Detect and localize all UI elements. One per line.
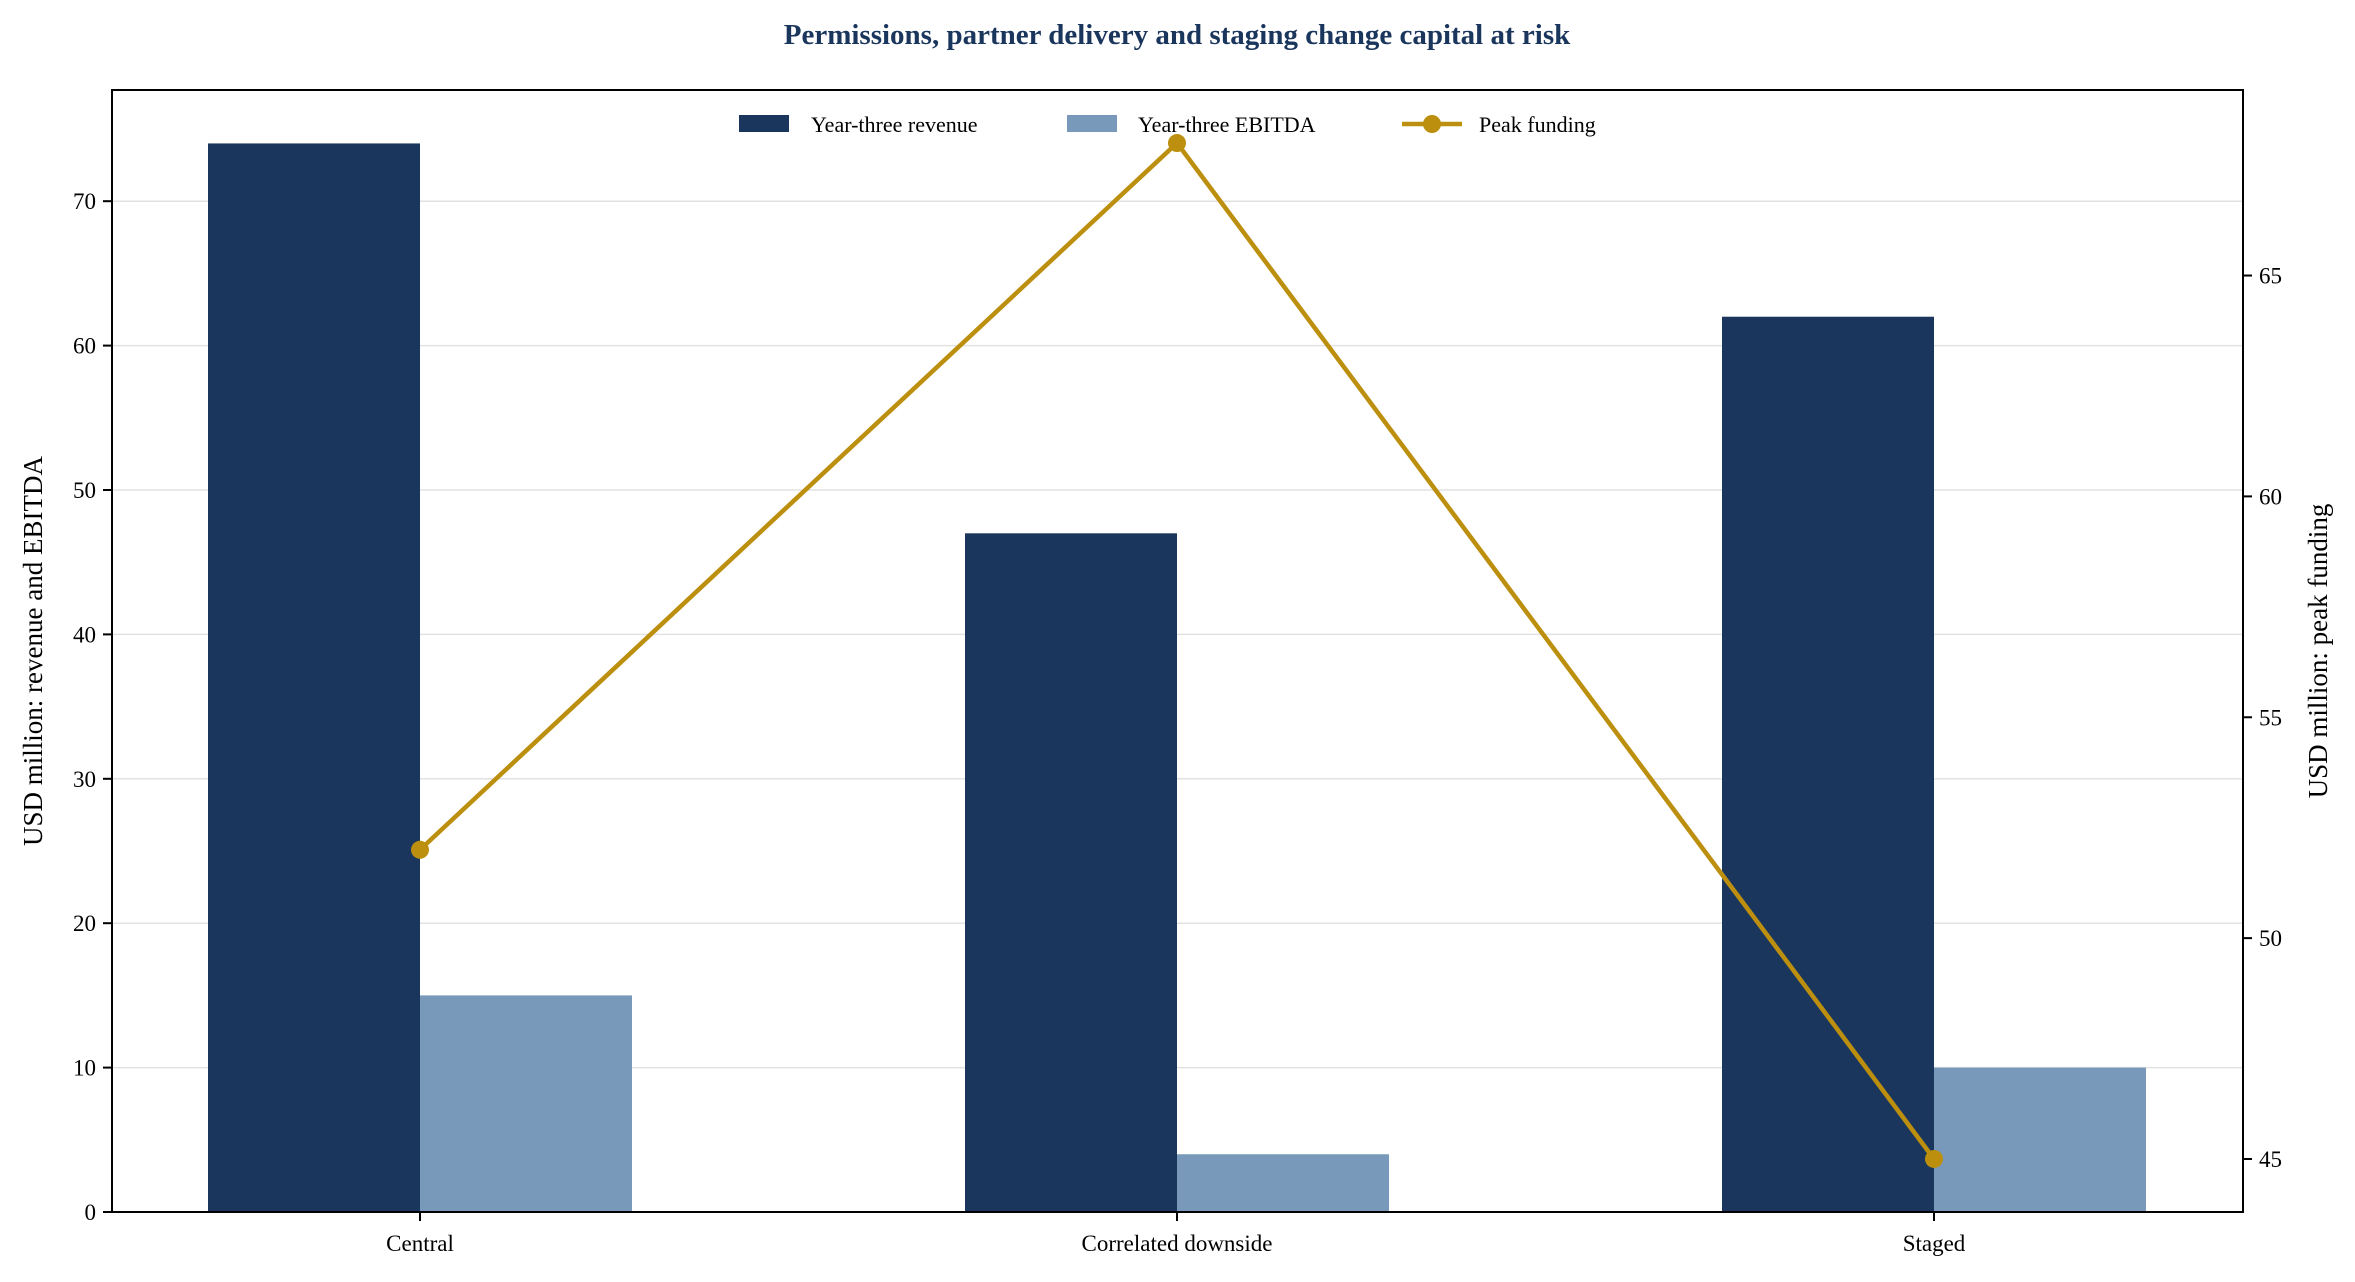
bar-year-three-ebitda-0 [420,995,632,1212]
legend-label: Peak funding [1479,112,1596,137]
y-tick-label-right: 60 [2259,484,2282,509]
y-tick-label-left: 70 [73,189,96,214]
line-point-1 [1168,134,1186,153]
y-tick-label-left: 60 [73,334,96,359]
legend-marker [1423,115,1441,133]
line-point-2 [1925,1149,1943,1168]
y-tick-label-left: 0 [85,1200,97,1225]
line-point-0 [411,840,429,859]
peak-funding-line [411,134,1943,1168]
right-axis-ticks: 45 50 55 60 65 [2243,264,2282,1172]
y-tick-label-right: 65 [2259,264,2282,289]
bars [208,143,2146,1212]
x-tick-label: Central [386,1231,454,1256]
y-tick-label-right: 45 [2259,1147,2282,1172]
left-axis-ticks: 0 10 20 30 40 50 60 70 [73,189,112,1225]
y-tick-label-left: 50 [73,478,96,503]
legend-label: Year-three EBITDA [1138,112,1316,137]
y-tick-label-left: 30 [73,767,96,792]
x-tick-label: Correlated downside [1082,1231,1273,1256]
y-axis-label-left: USD million: revenue and EBITDA [18,456,48,846]
legend-item-1: Year-three EBITDA [1067,112,1316,137]
y-tick-label-right: 50 [2259,926,2282,951]
y-tick-label-left: 10 [73,1056,96,1081]
legend-swatch [739,115,789,132]
gridlines [112,200,2243,1069]
y-axis-label-right: USD million: peak funding [2303,504,2333,799]
bar-year-three-ebitda-2 [1934,1067,2146,1212]
chart-title: Permissions, partner delivery and stagin… [784,19,1571,51]
y-tick-label-left: 20 [73,911,96,936]
legend: Year-three revenue Year-three EBITDA Peak … [739,112,1596,137]
bar-year-three-ebitda-1 [1177,1154,1389,1212]
bar-year-three-revenue-0 [208,143,420,1212]
x-axis-ticks: Central Correlated downside Staged [386,1212,1966,1256]
legend-item-0: Year-three revenue [739,112,978,137]
legend-swatch [1067,115,1117,132]
legend-item-2: Peak funding [1402,112,1596,137]
y-tick-label-left: 40 [73,622,96,647]
legend-label: Year-three revenue [811,112,978,137]
bar-year-three-revenue-1 [965,533,1177,1212]
bar-year-three-revenue-2 [1722,316,1934,1212]
y-tick-label-right: 55 [2259,705,2282,730]
x-tick-label: Staged [1903,1231,1966,1256]
